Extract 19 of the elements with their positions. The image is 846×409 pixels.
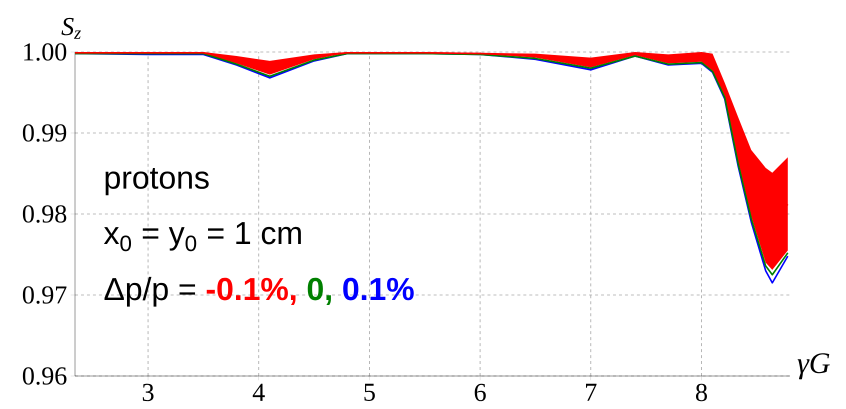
x-axis-title: γG [798,353,830,380]
x-tick-label: 5 [364,384,375,401]
y-axis-title: S$_{z}$ [61,18,81,39]
x-tick-label: 8 [696,384,707,402]
y-tick-label: 0.96 [22,367,66,385]
x-tick-label: 7 [586,384,597,401]
y-tick-label: 0.99 [22,124,66,142]
legend-title: Δp/p = [104,276,196,307]
x-tick-label: 6 [474,384,486,402]
text: 0, [308,278,331,305]
y-tick-label: 1.00 [24,43,66,61]
x-tick-label: 3 [142,384,154,402]
y-tick-label: 0.98 [22,205,66,223]
x-tick-label: 4 [252,384,265,401]
annotation: protons [106,168,209,196]
text: 0.1% [343,278,414,300]
annotation: x$_{0}$ = y$_{0}$ = 1 cm [104,222,301,252]
text: -0.1%, [206,278,296,305]
y-tick-label: 0.97 [22,286,66,304]
